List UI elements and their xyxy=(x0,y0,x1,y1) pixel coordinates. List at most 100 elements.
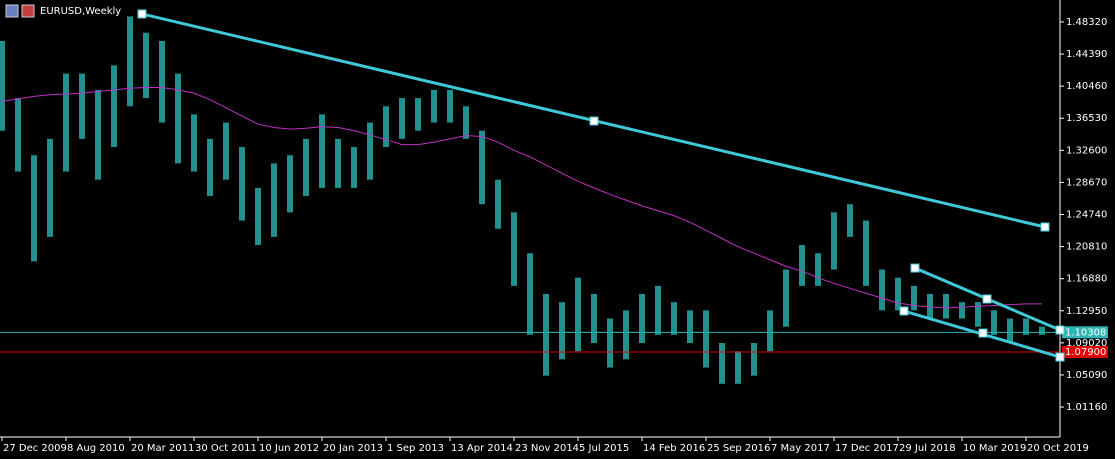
trendline-handle xyxy=(1040,222,1050,232)
price-bar xyxy=(527,253,533,335)
price-bar xyxy=(879,269,885,311)
price-bar xyxy=(0,40,5,131)
trendline-handle xyxy=(899,306,909,316)
price-bar xyxy=(863,220,869,286)
y-tick-label: 1.32600 xyxy=(1066,145,1107,156)
chart-title: EURUSD,Weekly xyxy=(40,6,121,17)
x-tick-label: 25 Sep 2016 xyxy=(707,443,770,454)
price-bar xyxy=(927,294,933,319)
price-bar xyxy=(191,114,197,172)
x-tick-label: 13 Apr 2014 xyxy=(451,443,513,454)
price-bar xyxy=(175,73,181,164)
price-bar xyxy=(847,204,853,237)
x-tick-label: 20 Oct 2019 xyxy=(1027,443,1089,454)
price-bar xyxy=(223,122,229,180)
price-bar xyxy=(735,351,741,384)
x-tick-label: 1 Sep 2013 xyxy=(387,443,444,454)
x-tick-label: 14 Feb 2016 xyxy=(643,443,705,454)
y-tick-label: 1.01160 xyxy=(1066,402,1107,413)
price-bar xyxy=(559,302,565,360)
price-bar xyxy=(367,122,373,180)
price-bar xyxy=(799,245,805,286)
price-bar xyxy=(143,32,149,99)
y-tick-label: 1.44390 xyxy=(1066,49,1107,60)
price-label: 1.10308 xyxy=(1065,327,1106,338)
price-bar xyxy=(415,98,421,131)
price-bar xyxy=(511,212,517,286)
moving-average xyxy=(1,86,1042,309)
x-tick-label: 30 Oct 2011 xyxy=(195,443,257,454)
price-bar xyxy=(431,89,437,123)
price-bar xyxy=(255,187,261,246)
price-bar xyxy=(15,98,21,172)
price-bar xyxy=(463,106,469,139)
price-bar xyxy=(95,89,101,180)
price-bar xyxy=(543,294,549,376)
symbol-icon xyxy=(21,4,35,18)
y-tick-label: 1.12950 xyxy=(1066,306,1107,317)
x-tick-label: 8 Aug 2010 xyxy=(67,443,125,454)
price-bar xyxy=(207,138,213,197)
trendline-handle xyxy=(978,328,988,338)
price-bar xyxy=(687,310,693,344)
price-bar xyxy=(271,163,277,237)
price-bar xyxy=(991,310,997,335)
price-bar xyxy=(959,302,965,319)
price-bar xyxy=(703,310,709,368)
price-bar xyxy=(671,302,677,335)
price-bar xyxy=(751,343,757,376)
trendline-handle xyxy=(1055,352,1065,362)
price-bar xyxy=(335,138,341,188)
price-bar xyxy=(303,138,309,197)
y-tick-label: 1.09020 xyxy=(1066,338,1107,349)
y-tick-label: 1.20810 xyxy=(1066,242,1107,253)
trendline-handle xyxy=(137,9,147,19)
x-tick-label: 20 Mar 2011 xyxy=(131,443,194,454)
y-tick-label: 1.40460 xyxy=(1066,81,1107,92)
price-bar xyxy=(159,40,165,123)
chart-icon xyxy=(5,4,19,18)
x-tick-label: 27 Dec 2009 xyxy=(3,443,67,454)
price-bar xyxy=(31,155,37,262)
price-bar xyxy=(831,212,837,270)
trendline-handle xyxy=(589,116,599,126)
trendline-handle xyxy=(982,294,992,304)
x-tick-label: 7 May 2017 xyxy=(771,443,830,454)
price-bar xyxy=(943,294,949,319)
price-bar xyxy=(815,253,821,286)
y-tick-label: 1.05090 xyxy=(1066,370,1107,381)
y-tick-label: 1.28670 xyxy=(1066,177,1107,188)
price-bar xyxy=(111,65,117,148)
price-bar xyxy=(239,147,245,221)
price-bar xyxy=(607,318,613,368)
price-bar xyxy=(287,155,293,213)
y-tick-label: 1.48320 xyxy=(1066,17,1107,28)
price-label-box xyxy=(1062,326,1108,339)
x-tick-label: 10 Jun 2012 xyxy=(259,443,319,454)
price-bar xyxy=(479,130,485,205)
price-bar xyxy=(79,73,85,139)
price-bar xyxy=(383,106,389,148)
price-bar xyxy=(623,310,629,360)
price-bar xyxy=(1023,318,1029,335)
price-bar xyxy=(639,294,645,344)
price-label: 1.07900 xyxy=(1065,347,1106,358)
price-bar xyxy=(591,294,597,344)
y-tick-label: 1.16880 xyxy=(1066,274,1107,285)
x-tick-label: 29 Jul 2018 xyxy=(899,443,956,454)
price-bar xyxy=(1007,318,1013,344)
price-bar xyxy=(575,277,581,352)
price-bar xyxy=(719,343,725,384)
price-label-box xyxy=(1062,346,1108,359)
trendline-handle xyxy=(1055,325,1065,335)
price-bar xyxy=(911,285,917,311)
price-bar xyxy=(895,277,901,311)
y-tick-label: 1.36530 xyxy=(1066,113,1107,124)
price-bar xyxy=(655,285,661,335)
x-tick-label: 5 Jul 2015 xyxy=(579,443,629,454)
price-bar xyxy=(447,89,453,123)
price-bar xyxy=(975,302,981,327)
price-bar xyxy=(47,138,53,237)
